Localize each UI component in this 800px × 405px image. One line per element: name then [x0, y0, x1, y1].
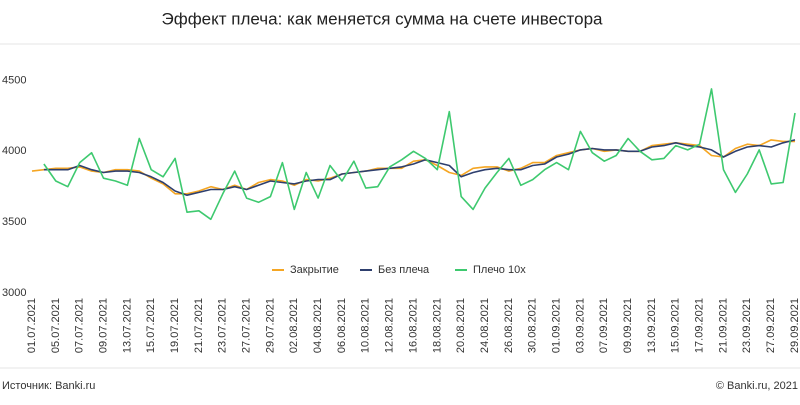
x-tick-label: 15.07.2021	[145, 298, 157, 353]
series-line	[31, 139, 795, 195]
x-tick-label: 18.08.2021	[431, 298, 443, 353]
series-line	[43, 139, 796, 196]
copyright: © Banki.ru, 2021	[716, 380, 798, 392]
x-tick-label: 10.08.2021	[360, 298, 372, 353]
x-tick-label: 01.07.2021	[26, 298, 38, 353]
x-tick-label: 21.07.2021	[193, 298, 205, 353]
x-tick-label: 12.08.2021	[384, 298, 396, 353]
x-tick-label: 09.09.2021	[622, 298, 634, 353]
x-tick-label: 20.08.2021	[455, 298, 467, 353]
x-tick-label: 07.07.2021	[74, 298, 86, 353]
series-line	[43, 88, 796, 221]
x-tick-label: 27.09.2021	[765, 298, 777, 353]
legend-label: Плечо 10x	[473, 264, 526, 276]
x-tick-label: 03.09.2021	[574, 298, 586, 353]
x-tick-label: 23.09.2021	[741, 298, 753, 353]
x-tick-label: 07.09.2021	[598, 298, 610, 353]
x-tick-label: 01.09.2021	[550, 298, 562, 353]
x-tick-label: 16.08.2021	[407, 298, 419, 353]
x-tick-label: 06.08.2021	[336, 298, 348, 353]
x-tick-label: 09.07.2021	[97, 298, 109, 353]
y-tick-label: 4000	[2, 145, 26, 157]
x-tick-label: 21.09.2021	[717, 298, 729, 353]
x-tick-label: 13.09.2021	[646, 298, 658, 353]
x-tick-label: 15.09.2021	[670, 298, 682, 353]
legend-label: Закрытие	[290, 264, 339, 276]
x-tick-label: 29.07.2021	[264, 298, 276, 353]
x-tick-label: 19.07.2021	[169, 298, 181, 353]
x-tick-label: 04.08.2021	[312, 298, 324, 353]
x-tick-label: 27.07.2021	[241, 298, 253, 353]
x-tick-label: 29.09.2021	[789, 298, 800, 353]
x-tick-label: 24.08.2021	[479, 298, 491, 353]
source: Источник: Banki.ru	[2, 380, 95, 392]
legend-label: Без плеча	[378, 264, 430, 276]
x-tick-label: 02.08.2021	[288, 298, 300, 353]
x-tick-label: 13.07.2021	[121, 298, 133, 353]
x-tick-label: 23.07.2021	[217, 298, 229, 353]
x-tick-label: 17.09.2021	[694, 298, 706, 353]
x-tick-label: 26.08.2021	[503, 298, 515, 353]
x-tick-label: 30.08.2021	[527, 298, 539, 353]
y-tick-label: 3500	[2, 216, 26, 228]
y-tick-label: 4500	[2, 74, 26, 86]
chart-title: Эффект плеча: как меняется сумма на счет…	[161, 9, 603, 28]
y-tick-label: 3000	[2, 287, 26, 299]
x-tick-label: 05.07.2021	[50, 298, 62, 353]
